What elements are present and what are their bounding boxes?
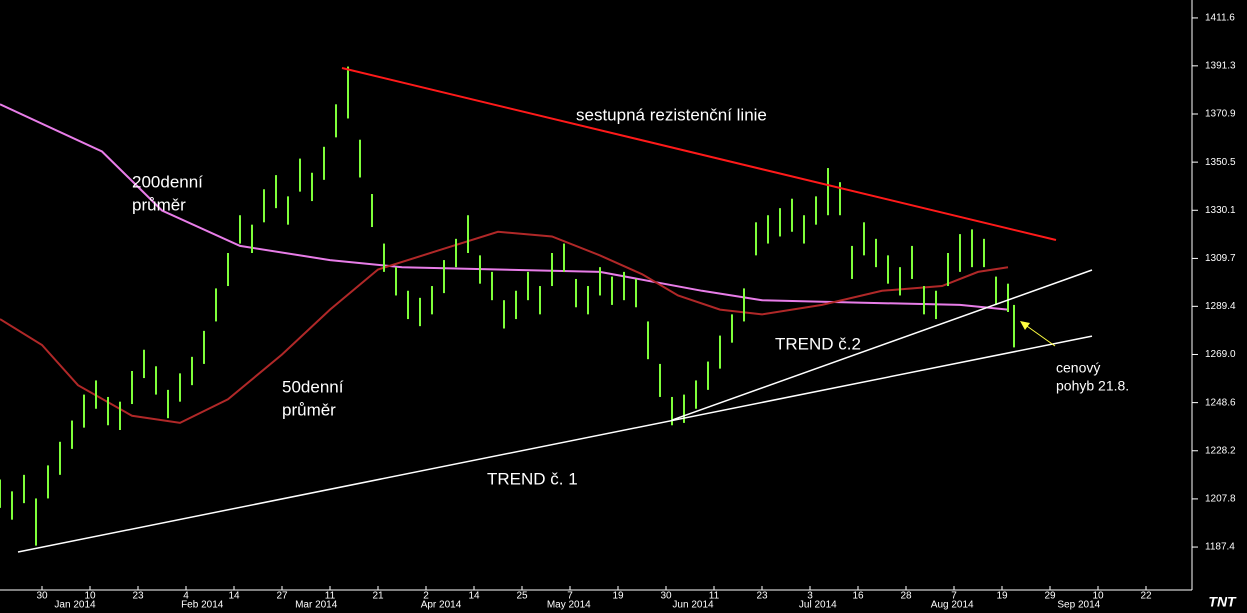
- y-tick-label: 1228.2: [1205, 445, 1236, 456]
- series-label: průměr: [132, 195, 186, 214]
- y-tick-label: 1248.6: [1205, 397, 1236, 408]
- x-tick-label: 16: [852, 591, 864, 602]
- trendline: [17, 335, 1093, 553]
- y-tick-label: 1391.3: [1205, 60, 1236, 71]
- ticks: 1411.6 1391.3 1370.9 1350.5 1330.1 1309.7 1289…: [36, 13, 1236, 611]
- trendline-label: TREND č.2: [775, 334, 861, 353]
- x-tick-label: 30: [36, 591, 48, 602]
- x-tick-label: 10: [84, 591, 96, 602]
- x-tick-label: 19: [996, 591, 1008, 602]
- annotation: cenový: [1056, 360, 1100, 376]
- x-tick-label: 25: [516, 591, 528, 602]
- x-tick-label: 19: [612, 591, 624, 602]
- y-tick-label: 1269.0: [1205, 349, 1236, 360]
- trendline-label: TREND č. 1: [487, 469, 578, 488]
- x-tick-label: 11: [709, 591, 720, 602]
- x-tick-label: 30: [660, 591, 672, 602]
- x-tick-label: 22: [1140, 591, 1152, 602]
- month-label: Jan 2014: [54, 600, 96, 611]
- y-tick-label: 1411.6: [1205, 13, 1235, 24]
- x-tick-label: 23: [132, 591, 144, 602]
- month-label: Feb 2014: [181, 600, 224, 611]
- trendline: [341, 67, 1057, 241]
- series-label: 50denní: [282, 377, 344, 396]
- x-tick-label: 14: [468, 591, 480, 602]
- annotation-arrow: [1023, 323, 1056, 347]
- annotation-arrowhead: [1020, 321, 1030, 330]
- plot: [0, 66, 1093, 553]
- x-tick-label: 4: [183, 591, 189, 602]
- series-label: průměr: [282, 400, 336, 419]
- y-tick-label: 1187.4: [1205, 542, 1235, 553]
- moving-average: [0, 103, 1009, 311]
- month-label: Aug 2014: [931, 600, 974, 611]
- x-tick-label: 27: [276, 591, 288, 602]
- y-tick-label: 1289.4: [1205, 301, 1236, 312]
- labels: sestupná rezistenční linie TREND č. 1 TREN…: [132, 105, 1129, 488]
- x-tick-label: 23: [756, 591, 768, 602]
- x-tick-label: 2: [423, 591, 429, 602]
- x-tick-label: 10: [1092, 591, 1104, 602]
- trendline: [671, 269, 1093, 421]
- series-label: 200denní: [132, 172, 203, 191]
- month-label: Apr 2014: [421, 600, 462, 611]
- month-label: Mar 2014: [295, 600, 338, 611]
- y-tick-label: 1309.7: [1205, 253, 1236, 264]
- y-tick-label: 1350.5: [1205, 157, 1236, 168]
- logo: TNT: [1208, 594, 1237, 610]
- moving-average: [0, 230, 1009, 424]
- month-label: Sep 2014: [1057, 600, 1100, 611]
- x-tick-label: 11: [325, 591, 336, 602]
- month-label: Jul 2014: [799, 600, 837, 611]
- y-tick-label: 1207.8: [1205, 494, 1236, 505]
- x-tick-label: 28: [900, 591, 912, 602]
- logo-box: [1196, 592, 1247, 613]
- x-tick-label: 7: [951, 591, 957, 602]
- x-tick-label: 21: [372, 591, 384, 602]
- y-tick-label: 1330.1: [1205, 205, 1236, 216]
- trendline-label: sestupná rezistenční linie: [576, 105, 767, 124]
- annotation: pohyb 21.8.: [1056, 378, 1129, 394]
- x-tick-label: 14: [228, 591, 240, 602]
- y-tick-label: 1370.9: [1205, 109, 1236, 120]
- month-label: May 2014: [547, 600, 591, 611]
- x-tick-label: 29: [1044, 591, 1056, 602]
- month-label: Jun 2014: [672, 600, 714, 611]
- x-tick-label: 3: [807, 591, 813, 602]
- x-tick-label: 7: [567, 591, 573, 602]
